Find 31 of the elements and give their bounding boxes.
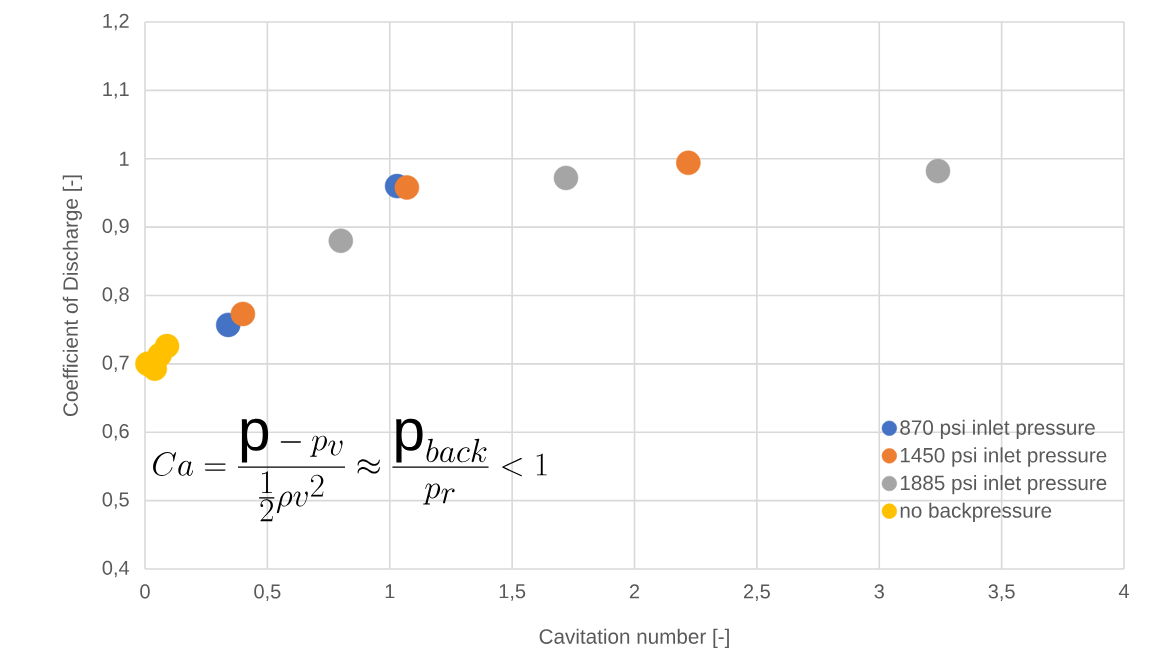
point	[925, 158, 951, 184]
x-tick-label: 2	[629, 584, 640, 599]
point	[676, 150, 701, 176]
y-tick-label: 0,4	[102, 560, 130, 578]
x-tick-label: 1,5	[499, 584, 526, 601]
y-tick-label: 0,7	[102, 355, 129, 373]
point	[328, 228, 354, 254]
point	[394, 175, 420, 200]
legend-label: no backpressure	[900, 502, 1052, 522]
x-tick-label: 2,5	[743, 584, 770, 601]
y-axis-title: Coefficient of Discharge [-]	[62, 175, 82, 417]
y-tick-label: 0,6	[102, 423, 129, 441]
y-tick-label: 1,1	[103, 82, 129, 99]
x-axis-title: Cavitation number [-]	[539, 628, 729, 648]
point	[553, 165, 579, 191]
annotation: $Ca = \frac{\mathrm{p} - p_v}{\frac{1}{2}\rho v^2} \approx \frac{\mathrm{p}_{back}}{p_r} < 1$	[153, 418, 547, 522]
point	[230, 301, 256, 327]
x-tick-label: 1	[385, 584, 395, 599]
legend-label: 1885 psi inlet pressure	[900, 475, 1107, 495]
x-tick-label: 3	[874, 584, 884, 599]
y-tick-label: 1	[120, 151, 129, 166]
x-tick-label: 4	[1118, 584, 1129, 599]
x-tick-label: 3,5	[988, 584, 1015, 601]
x-tick-label: 0	[140, 584, 150, 599]
x-tick-label: 0,5	[254, 584, 281, 601]
legend-label: 1450 psi inlet pressure	[900, 447, 1107, 467]
y-tick-label: 0,5	[102, 492, 129, 509]
y-tick-label: 0,8	[102, 287, 129, 304]
y-tick-label: 0,9	[102, 218, 129, 236]
legend-label: 870 psi inlet pressure	[900, 419, 1095, 439]
y-tick-label: 1,2	[103, 13, 129, 31]
